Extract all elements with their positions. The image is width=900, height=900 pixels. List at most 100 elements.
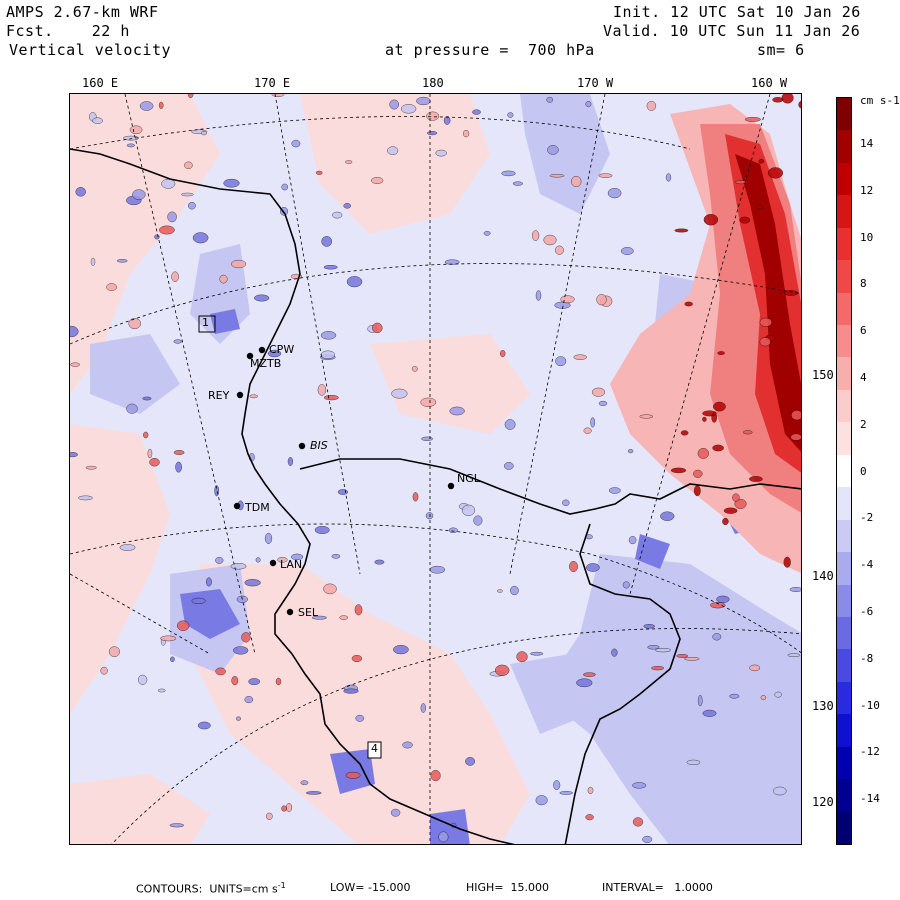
forecast-hours: 22 h [91, 22, 130, 40]
speckle [598, 173, 613, 178]
station-label-sel: SEL [298, 606, 319, 619]
speckle [420, 397, 437, 407]
speckle [371, 177, 384, 184]
colorbar-segment [837, 130, 851, 164]
field-name: Vertical velocity [9, 41, 172, 59]
speckle [78, 495, 93, 501]
speckle [70, 362, 80, 367]
speckle [713, 401, 726, 412]
speckle [92, 117, 103, 124]
speckle [142, 396, 152, 401]
model-title: AMPS 2.67-km WRF [6, 3, 159, 21]
speckle [504, 419, 516, 430]
station-dot-tdm [233, 502, 241, 510]
speckle [355, 714, 365, 722]
speckle [516, 651, 528, 663]
speckle [590, 417, 596, 428]
colorbar-tick-label: -10 [860, 698, 880, 712]
speckle [591, 387, 606, 397]
speckle [607, 187, 622, 199]
speckle [535, 795, 548, 806]
speckle [126, 403, 138, 414]
speckle [412, 492, 419, 502]
speckle [75, 187, 86, 197]
speckle [573, 354, 587, 360]
speckle [473, 515, 483, 526]
speckle [147, 448, 153, 459]
speckle [660, 511, 675, 521]
speckle [510, 585, 519, 596]
speckle [241, 632, 251, 643]
speckle [587, 786, 594, 795]
colorbar-segment [837, 227, 851, 261]
colorbar-segment [837, 552, 851, 585]
speckle [583, 672, 596, 677]
footer-high: HIGH= 15.000 [466, 881, 550, 894]
speckle [132, 189, 146, 200]
speckle [390, 808, 401, 817]
speckle [722, 517, 729, 526]
station-dot-sel [286, 608, 294, 616]
lon-label-170e: 170 E [254, 76, 291, 90]
speckle [774, 691, 782, 698]
colorbar [836, 97, 852, 845]
speckle [159, 225, 175, 235]
speckle [693, 469, 703, 478]
speckle [702, 416, 707, 422]
speckle [323, 395, 339, 401]
speckle [416, 96, 431, 106]
speckle [684, 657, 700, 661]
speckle [643, 624, 655, 629]
speckle [100, 666, 108, 675]
speckle [734, 498, 747, 509]
station-label-lan: LAN [280, 558, 303, 571]
station-dot-mztb [246, 352, 254, 360]
speckle [429, 565, 446, 574]
speckle [512, 181, 523, 186]
speckle [549, 173, 565, 178]
speckle [300, 780, 309, 786]
speckle [387, 146, 399, 156]
colorbar-segment [837, 325, 851, 358]
speckle [339, 615, 349, 620]
speckle [231, 675, 239, 686]
speckle [735, 180, 748, 185]
speckle [585, 101, 592, 108]
colorbar-tick-label: -12 [860, 745, 880, 759]
speckle [173, 450, 185, 455]
speckle [249, 394, 258, 399]
speckle [571, 175, 582, 187]
speckle [267, 349, 282, 358]
speckle [759, 317, 772, 327]
speckle [314, 526, 330, 535]
speckle [729, 693, 740, 699]
speckle [798, 100, 801, 109]
speckle [781, 94, 794, 104]
colorbar-segment [837, 98, 851, 131]
colorbar-tick-label: -6 [860, 605, 874, 618]
box-label-1: 1 [202, 316, 209, 329]
speckle [716, 595, 730, 603]
colorbar-segment [837, 811, 851, 845]
speckle [169, 823, 185, 828]
speckle [372, 322, 383, 334]
speckle [427, 131, 438, 136]
speckle [337, 489, 349, 495]
speckle [244, 696, 254, 704]
speckle [254, 294, 270, 302]
speckle [483, 230, 491, 236]
speckle [157, 688, 166, 693]
speckle [712, 444, 724, 452]
speckle [219, 274, 228, 284]
speckle [790, 433, 801, 441]
speckle [343, 203, 351, 209]
speckle [426, 111, 440, 121]
speckle [161, 178, 176, 189]
speckle [438, 831, 449, 843]
speckle [702, 709, 717, 717]
speckle [143, 431, 149, 439]
speckle [611, 648, 618, 657]
speckle [772, 97, 784, 103]
speckle [214, 485, 219, 497]
speckle [129, 125, 143, 135]
